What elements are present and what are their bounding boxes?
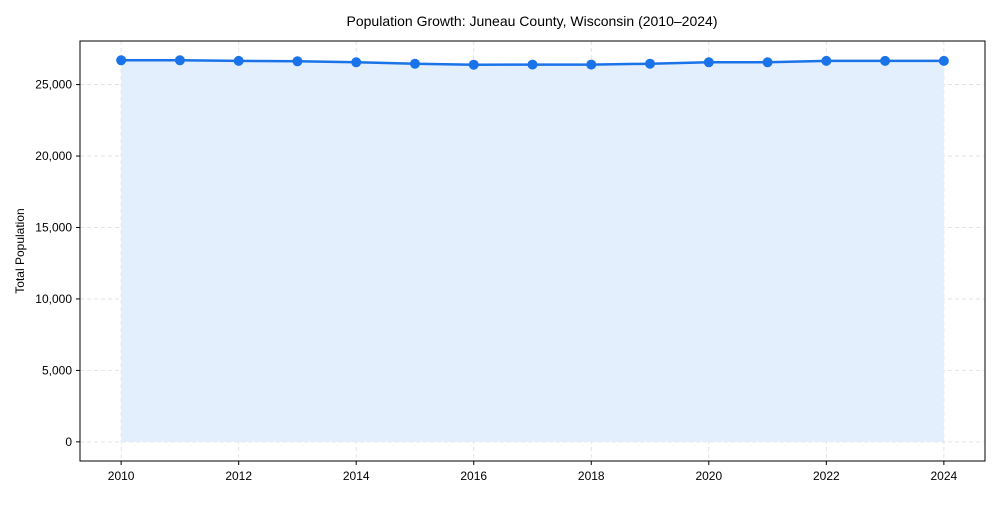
y-axis-ticks: 0 5,000 10,000 15,000 20,000 25,000 <box>35 78 80 449</box>
x-tick-label: 2022 <box>813 469 840 483</box>
data-point-marker[interactable]: 2014: 26,560 <box>351 57 362 68</box>
data-point-marker[interactable]: 2023: 26,660 <box>880 55 891 66</box>
data-point-marker[interactable]: 2020: 26,560 <box>703 57 714 68</box>
x-tick-label: 2010 <box>108 469 135 483</box>
data-point-marker[interactable]: 2017: 26,400 <box>527 59 538 70</box>
x-axis-ticks: 2010 2012 2014 2016 2018 2020 2022 2024 <box>108 461 958 483</box>
y-tick-label: 15,000 <box>35 220 72 234</box>
x-tick-label: 2018 <box>578 469 605 483</box>
data-point-marker[interactable]: 2010: 26,700 <box>116 55 127 66</box>
data-point-marker[interactable]: 2021: 26,560 <box>762 57 773 68</box>
data-point-marker[interactable]: 2018: 26,400 <box>586 59 597 70</box>
x-tick-label: 2020 <box>695 469 722 483</box>
area-under-line <box>121 60 944 442</box>
y-tick-label: 25,000 <box>35 78 72 92</box>
data-point-marker[interactable]: 2019: 26,460 <box>645 58 656 69</box>
y-tick-label: 10,000 <box>35 292 72 306</box>
data-point-marker[interactable]: 2013: 26,630 <box>292 56 303 67</box>
data-markers: 2010: 26,700 2011: 26,700 2012: 26,660 2013… <box>116 55 949 70</box>
x-tick-label: 2016 <box>460 469 487 483</box>
data-point-marker[interactable]: 2012: 26,660 <box>233 55 244 66</box>
data-point-marker[interactable]: 2016: 26,390 <box>468 59 479 70</box>
y-tick-label: 5,000 <box>42 363 72 377</box>
data-point-marker[interactable]: 2024: 26,660 <box>938 55 949 66</box>
x-tick-label: 2014 <box>343 469 370 483</box>
chart-title: Population Growth: Juneau County, Wiscon… <box>347 13 718 29</box>
data-point-marker[interactable]: 2015: 26,460 <box>409 58 420 69</box>
data-point-marker[interactable]: 2011: 26,700 <box>174 55 185 66</box>
x-tick-label: 2012 <box>225 469 252 483</box>
area-fill <box>121 60 944 442</box>
x-tick-label: 2024 <box>931 469 958 483</box>
y-tick-label: 0 <box>65 435 72 449</box>
y-tick-label: 20,000 <box>35 149 72 163</box>
data-point-marker[interactable]: 2022: 26,660 <box>821 55 832 66</box>
y-axis-label: Total Population <box>13 208 27 293</box>
plot-frame <box>79 40 986 462</box>
